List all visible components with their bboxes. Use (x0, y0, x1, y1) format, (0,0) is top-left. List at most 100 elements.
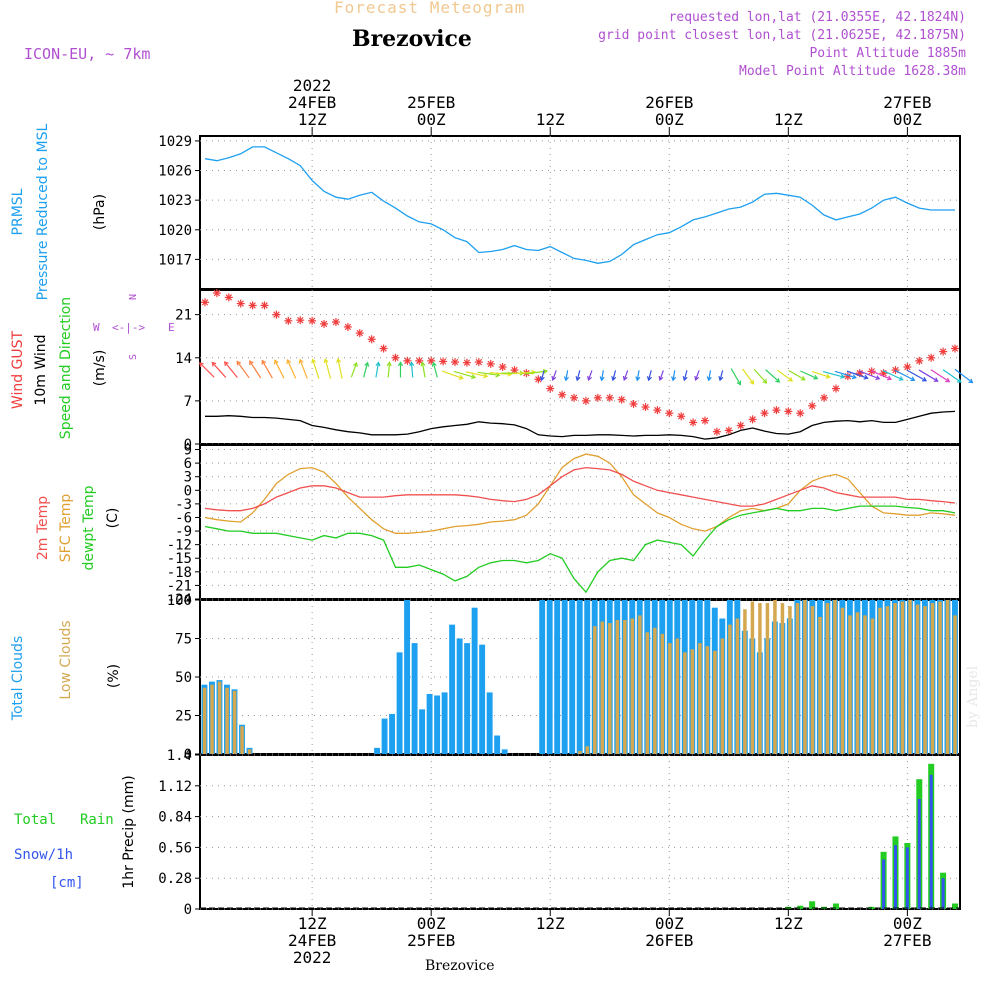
y-tick-label: 0.56 (158, 840, 192, 856)
wind-arrow-shaft (410, 362, 414, 378)
wind-direction-arrow (224, 361, 238, 379)
gust-marker-d2 (666, 409, 673, 417)
top-time-label: 00Z (655, 110, 684, 129)
low-cloud-bar (848, 615, 852, 754)
wind-direction-arrow (286, 358, 297, 379)
top-time-label: 00Z (417, 110, 446, 129)
wind-arrow-head (364, 361, 370, 367)
wind-direction-arrow (753, 368, 768, 384)
total-cloud-bar (419, 709, 426, 754)
wind-arrow-shaft (719, 370, 724, 381)
y-tick-label: -15 (167, 551, 192, 567)
gust-marker-d2 (427, 357, 435, 365)
wind-arrow-head (736, 380, 742, 386)
low-cloud-bar (750, 601, 755, 754)
wind-direction-arrow (846, 370, 869, 380)
wind-direction-arrow (658, 370, 664, 382)
wind-direction-arrow (646, 370, 652, 382)
bottom-time-label: 2022 (293, 948, 332, 967)
gust-marker-d2 (844, 373, 852, 380)
gust-marker-d2 (773, 406, 780, 414)
rain-bar (952, 903, 958, 909)
gust-marker (260, 301, 269, 310)
gust-marker (474, 358, 483, 367)
wind-direction-arrow (409, 361, 415, 378)
wind-arrow-head (875, 375, 881, 381)
total-cloud-bar (539, 600, 546, 754)
total-cloud-bar (464, 643, 471, 754)
wind-arrow-shaft (442, 370, 463, 380)
total-cloud-bar (374, 747, 381, 754)
bottom-time-label: 00Z (417, 914, 446, 933)
gust-marker (581, 396, 590, 405)
low-cloud-bar (900, 601, 905, 754)
wind-direction-arrow (453, 370, 477, 380)
wind-direction-arrow (954, 368, 974, 384)
gust-marker-d2 (808, 402, 816, 410)
wind-arrow-head (198, 362, 204, 368)
total-cloud-bar (471, 607, 478, 754)
low-cloud-bar (840, 607, 845, 754)
gust-marker-d2 (654, 406, 661, 414)
dewpt-title: dewpt Temp (81, 485, 97, 570)
y-tick-label: -24 (167, 592, 192, 608)
wind-direction-arrow (822, 370, 846, 379)
gust-marker (760, 409, 769, 418)
wind-arrow-shaft (765, 369, 780, 383)
wind-arrow-shaft (274, 360, 285, 379)
top-time-label: 12Z (536, 110, 565, 129)
wind-arrow-head (956, 378, 962, 383)
gust-marker-d2 (725, 427, 733, 434)
wind-arrow-shaft (918, 369, 938, 382)
gust-marker (665, 409, 674, 418)
top-time-label: 27FEB (883, 93, 931, 112)
wind-arrow-head (718, 376, 724, 382)
gust-marker (772, 406, 781, 415)
snow-bar (929, 774, 933, 909)
wind-arrow-head (551, 375, 557, 382)
wind-unit: (m/s) (92, 350, 108, 387)
gust-marker-d2 (570, 394, 578, 402)
gust-marker (379, 344, 388, 353)
gust-marker (677, 412, 686, 421)
wind-direction-arrow (942, 369, 962, 383)
compass-s: S (128, 354, 139, 360)
gust-marker-d2 (785, 408, 792, 415)
wind-arrow-head (671, 376, 677, 382)
top-time-label: 12Z (298, 110, 327, 129)
wind-direction-arrow (694, 370, 700, 382)
wind-direction-arrow (274, 359, 285, 379)
gust-marker-d2 (416, 357, 423, 365)
wind-arrow-head (249, 360, 254, 366)
total-cloud-bar (561, 600, 568, 754)
location-title: Brezovice (352, 26, 472, 52)
wind-arrow-shaft (587, 370, 593, 381)
wind-arrow-shaft (432, 362, 438, 378)
low-cloud-bar (788, 606, 792, 754)
snow-bar (941, 878, 945, 909)
wind-arrow-shaft (954, 368, 973, 384)
gust-marker-d2 (642, 403, 649, 411)
gust-marker (701, 416, 709, 425)
wind-arrow-head (397, 361, 404, 367)
gust-marker-d2 (761, 409, 768, 417)
low-cloud-bar (728, 624, 732, 754)
wind-direction-arrow (465, 371, 489, 379)
gust-marker-d2 (201, 299, 209, 306)
clouds-unit: (%) (106, 664, 122, 688)
gust-marker-d2 (511, 366, 518, 374)
compass-cross: <-|-> (112, 321, 145, 334)
wind-direction-arrow (575, 370, 581, 382)
wind-direction-arrow (551, 370, 557, 382)
wind-direction-arrow (587, 370, 593, 382)
wind-arrow-shaft (261, 360, 273, 379)
wind-arrow-head (336, 357, 342, 364)
y-tick-label: 0 (184, 437, 192, 453)
gust-marker-d2 (332, 318, 340, 326)
wind-direction-arrow (563, 370, 569, 382)
gust-marker (570, 393, 579, 402)
low-cloud-bar (870, 618, 875, 754)
wind-direction-arrow (800, 370, 819, 380)
gust-marker (355, 329, 364, 338)
wind-direction-arrow (622, 370, 629, 382)
